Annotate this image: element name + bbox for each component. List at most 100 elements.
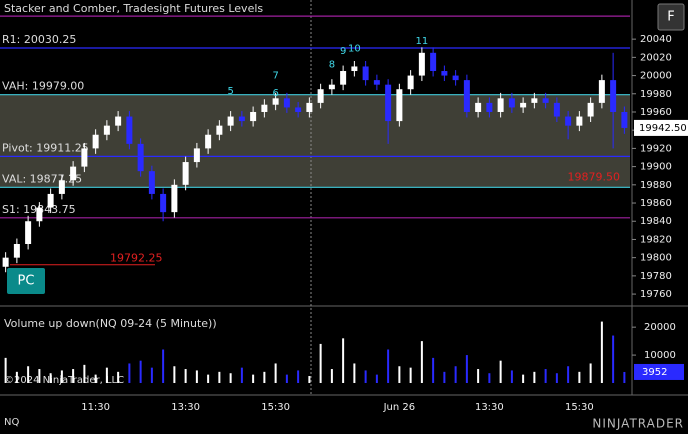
y-tick-label: 19880 bbox=[640, 180, 672, 191]
volume-title: Volume up down(NQ 09-24 (5 Minute)) bbox=[4, 317, 217, 330]
volume-bar bbox=[398, 366, 401, 383]
volume-bar bbox=[128, 363, 131, 383]
candle-body bbox=[486, 102, 493, 112]
y-tick-label: 19900 bbox=[640, 162, 672, 173]
volume-bar bbox=[117, 371, 120, 383]
candle-body bbox=[542, 98, 549, 103]
volume-bar bbox=[105, 367, 108, 383]
volume-tick-label: 10000 bbox=[644, 350, 676, 361]
volume-bar bbox=[589, 363, 592, 383]
candle-body bbox=[385, 84, 392, 122]
volume-bar bbox=[4, 357, 7, 383]
candle-body bbox=[452, 75, 459, 81]
candle-body bbox=[160, 193, 167, 213]
volume-bar bbox=[364, 370, 367, 383]
count-label: 9 bbox=[340, 46, 346, 57]
candle-body bbox=[610, 80, 617, 112]
volume-bar bbox=[387, 349, 390, 383]
low-marker-label: 19792.25 bbox=[110, 252, 163, 265]
volume-bar bbox=[612, 335, 615, 383]
volume-bar bbox=[240, 367, 243, 383]
count-label: 11 bbox=[416, 36, 429, 47]
x-tick-label: 13:30 bbox=[475, 402, 504, 413]
candle-body bbox=[182, 162, 189, 185]
candle-body bbox=[621, 111, 628, 128]
volume-bar bbox=[488, 373, 491, 383]
x-tick-label: Jun 26 bbox=[383, 402, 416, 413]
candle-body bbox=[418, 52, 425, 76]
candle-body bbox=[47, 193, 54, 208]
candle-body bbox=[148, 171, 155, 194]
candle-body bbox=[272, 98, 279, 105]
y-tick-label: 20000 bbox=[640, 71, 672, 82]
volume-bar bbox=[195, 370, 198, 383]
candle-body bbox=[2, 257, 9, 267]
volume-bar bbox=[308, 376, 311, 383]
candle-body bbox=[317, 89, 324, 103]
brand: NINJATRADER bbox=[592, 417, 684, 431]
last-volume-box bbox=[634, 363, 684, 380]
y-tick-label: 20040 bbox=[640, 34, 672, 45]
candle-body bbox=[587, 102, 594, 117]
candle-body bbox=[576, 116, 583, 126]
volume-bar bbox=[83, 364, 86, 383]
x-tick-label: 15:30 bbox=[261, 402, 290, 413]
volume-bar bbox=[510, 370, 513, 383]
count-label: 8 bbox=[329, 60, 335, 71]
last-price-box bbox=[634, 119, 688, 136]
instrument: NQ bbox=[4, 417, 19, 428]
candle-body bbox=[463, 80, 470, 112]
candle-body bbox=[553, 102, 560, 117]
volume-bar bbox=[263, 371, 266, 383]
volume-bar bbox=[274, 363, 277, 383]
candle-body bbox=[137, 143, 144, 172]
volume-bar bbox=[207, 374, 210, 383]
candle-body bbox=[497, 98, 504, 112]
y-tick-label: 19800 bbox=[640, 253, 672, 264]
y-tick-label: 19760 bbox=[640, 289, 672, 300]
volume-bar bbox=[342, 338, 345, 383]
level-label: Pivot: 19911.25 bbox=[2, 141, 89, 154]
volume-bar bbox=[454, 366, 457, 383]
panel-button[interactable] bbox=[7, 268, 45, 294]
candle-body bbox=[283, 98, 290, 108]
volume-bar bbox=[623, 371, 626, 383]
count-label: 6 bbox=[272, 88, 278, 99]
volume-bar bbox=[544, 369, 547, 383]
volume-bar bbox=[173, 366, 176, 383]
candle-body bbox=[508, 98, 515, 108]
volume-bar bbox=[353, 363, 356, 383]
candle-body bbox=[520, 102, 527, 108]
candle-body bbox=[70, 166, 77, 181]
volume-bar bbox=[330, 369, 333, 383]
candle-body bbox=[328, 84, 335, 90]
volume-bar bbox=[567, 366, 570, 383]
candle-body bbox=[362, 66, 369, 81]
corner-button-label[interactable]: F bbox=[667, 10, 674, 25]
volume-bar bbox=[465, 355, 468, 383]
high-marker-label: 19879.50 bbox=[568, 170, 621, 183]
y-tick-label: 20020 bbox=[640, 52, 672, 63]
candle-body bbox=[340, 71, 347, 85]
candle-body bbox=[81, 148, 88, 167]
candle-body bbox=[193, 148, 200, 163]
candle-body bbox=[295, 107, 302, 112]
volume-bar bbox=[600, 321, 603, 383]
x-tick-label: 15:30 bbox=[565, 402, 594, 413]
count-label: 10 bbox=[348, 43, 361, 54]
y-tick-label: 19920 bbox=[640, 143, 672, 154]
candle-body bbox=[92, 134, 99, 149]
volume-bar bbox=[27, 366, 30, 383]
candle-body bbox=[598, 80, 605, 103]
volume-bar bbox=[319, 343, 322, 383]
volume-bar bbox=[578, 371, 581, 383]
candle-body bbox=[261, 104, 268, 112]
volume-bar bbox=[409, 367, 412, 383]
volume-bar bbox=[49, 373, 52, 383]
y-tick-label: 19780 bbox=[640, 271, 672, 282]
volume-tick-label: 20000 bbox=[644, 322, 676, 333]
corner-button[interactable] bbox=[657, 3, 685, 31]
panel-button-label[interactable]: PC bbox=[18, 274, 35, 289]
candle-body bbox=[126, 116, 133, 144]
candle-body bbox=[103, 125, 110, 135]
